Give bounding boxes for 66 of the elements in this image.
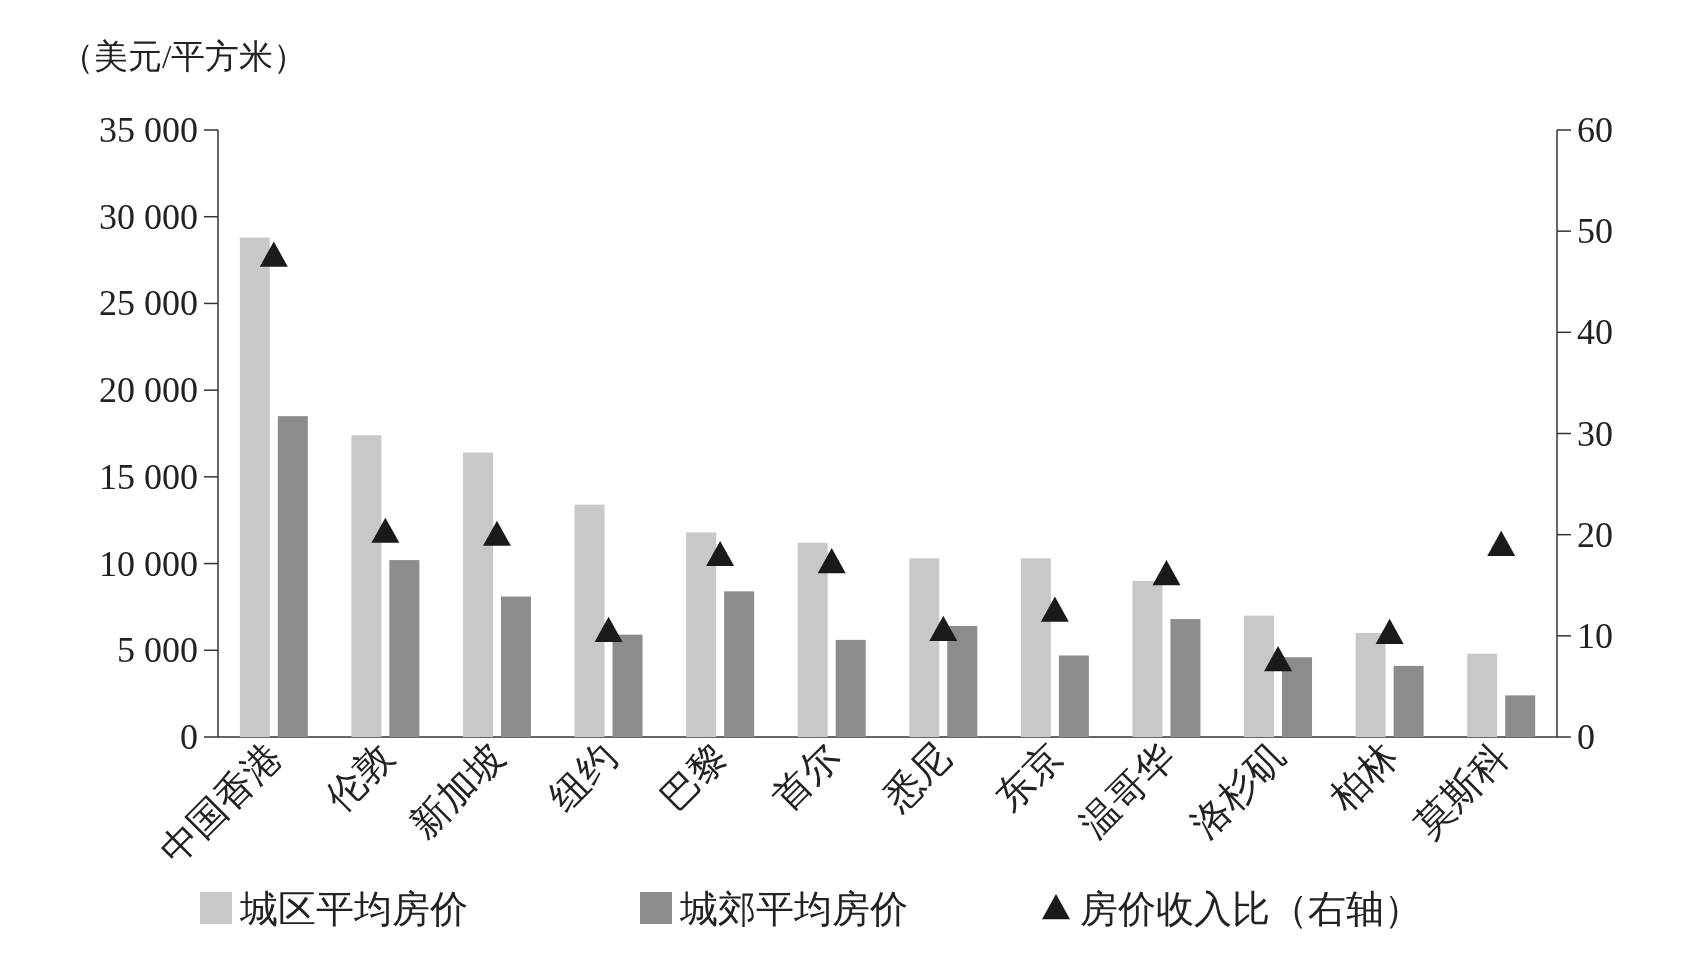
x-tick-label: 巴黎: [652, 734, 736, 819]
bar: [500, 596, 531, 737]
bar: [1467, 653, 1498, 737]
bar: [835, 639, 866, 737]
bar: [909, 558, 940, 737]
x-tick-label: 新加坡: [402, 734, 513, 846]
bar: [1058, 655, 1089, 737]
x-tick-label: 温哥华: [1071, 734, 1183, 846]
x-tick-label: 莫斯科: [1406, 734, 1517, 846]
point: [482, 520, 511, 546]
legend-label: 房价收入比（右轴）: [1080, 888, 1422, 930]
y-tick-label: 30 000: [99, 196, 198, 237]
y2-tick-label: 50: [1577, 211, 1613, 252]
bar: [1505, 695, 1536, 737]
bar: [797, 542, 828, 737]
x-tick-label: 纽约: [540, 734, 625, 819]
bar: [686, 532, 717, 737]
bar: [1282, 657, 1313, 737]
y2-tick-label: 10: [1577, 615, 1613, 656]
y2-tick-label: 30: [1577, 413, 1613, 454]
y2-tick-label: 40: [1577, 312, 1613, 353]
point: [817, 547, 846, 574]
bar: [462, 452, 493, 737]
point: [1264, 646, 1293, 672]
x-tick-label: 悉尼: [874, 734, 959, 820]
bar: [351, 435, 382, 737]
legend-label: 城区平均房价: [239, 888, 468, 930]
y2-tick-label: 0: [1577, 717, 1595, 757]
x-tick-label: 首尔: [763, 734, 848, 819]
bar: [947, 626, 978, 737]
y-tick-label: 35 000: [99, 110, 198, 150]
y-axis-title: （美元/平方米）: [60, 38, 308, 75]
point: [1375, 618, 1404, 644]
x-tick-label: 洛杉矶: [1183, 734, 1294, 846]
bar: [612, 634, 643, 737]
point: [371, 517, 400, 543]
x-tick-label: 柏林: [1321, 734, 1406, 820]
bar: [277, 416, 308, 737]
y2-tick-label: 20: [1577, 514, 1613, 555]
y-tick-label: 25 000: [99, 283, 198, 324]
bar: [1132, 580, 1163, 737]
bar: [1244, 615, 1275, 737]
bar: [724, 591, 755, 737]
point: [929, 615, 958, 641]
y-tick-label: 10 000: [99, 543, 198, 584]
y-tick-label: 15 000: [99, 456, 198, 497]
point: [259, 241, 288, 267]
x-tick-label: 伦敦: [317, 734, 402, 819]
bar: [239, 237, 270, 737]
bar: [1020, 558, 1051, 737]
x-tick-label: 东京: [987, 734, 1071, 819]
point: [594, 616, 623, 642]
y-tick-label: 20 000: [99, 370, 198, 411]
bar: [1393, 665, 1424, 737]
bar: [389, 560, 420, 737]
y-tick-label: 5 000: [117, 630, 198, 671]
bar: [574, 504, 605, 737]
point: [1040, 596, 1069, 622]
bar: [1355, 632, 1386, 737]
bar: [1170, 619, 1201, 737]
y2-tick-label: 60: [1577, 110, 1613, 150]
point: [1487, 530, 1516, 556]
point: [706, 540, 735, 567]
legend-label: 城郊平均房价: [679, 888, 908, 930]
point: [1152, 560, 1181, 586]
y-tick-label: 0: [180, 717, 198, 757]
